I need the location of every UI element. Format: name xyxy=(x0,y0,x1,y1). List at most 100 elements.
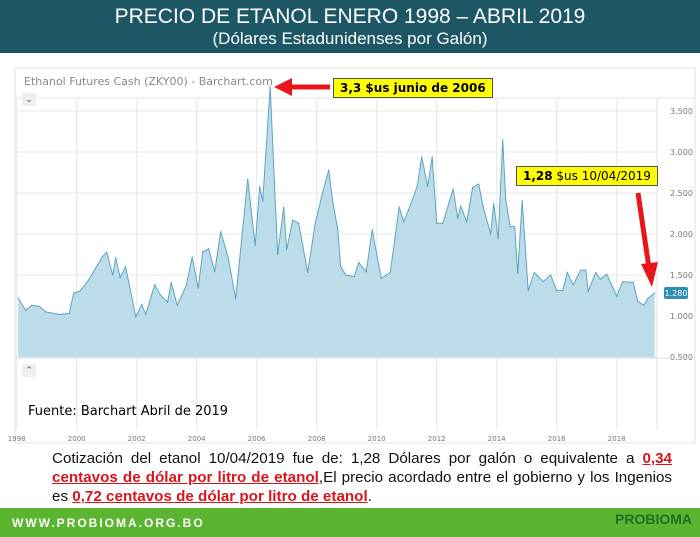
data-point xyxy=(167,301,169,303)
data-point xyxy=(254,244,256,247)
data-point xyxy=(616,295,618,297)
data-point xyxy=(79,290,81,292)
footer-url[interactable]: WWW.PROBIOMA.ORG.BO xyxy=(12,516,205,530)
data-point xyxy=(307,271,309,274)
data-point xyxy=(328,169,330,171)
data-point xyxy=(533,271,535,274)
price-area xyxy=(18,86,655,358)
description: Cotización del etanol 10/04/2019 fue de:… xyxy=(52,449,672,506)
x-tick-label: 2016 xyxy=(548,435,566,443)
data-point xyxy=(235,298,237,300)
data-point xyxy=(502,139,504,141)
y-tick-label: 3.000 xyxy=(670,148,693,157)
x-tick-label: 2014 xyxy=(488,435,506,443)
data-point xyxy=(599,278,601,280)
data-point xyxy=(478,183,480,185)
data-point xyxy=(517,272,519,274)
data-point xyxy=(606,273,608,275)
data-point xyxy=(452,188,454,190)
data-point xyxy=(202,251,204,253)
data-point xyxy=(527,289,529,292)
data-point xyxy=(353,276,355,278)
data-point xyxy=(106,251,108,253)
data-point xyxy=(595,271,597,274)
data-point xyxy=(145,313,147,315)
data-point xyxy=(466,221,468,223)
data-point xyxy=(389,271,391,274)
x-tick-label: 2012 xyxy=(428,435,446,443)
data-point xyxy=(457,217,459,220)
data-point xyxy=(493,203,495,205)
expand-chevron-icon[interactable]: ⌃ xyxy=(22,364,36,377)
data-point xyxy=(227,257,229,259)
data-point xyxy=(460,205,462,207)
data-point xyxy=(269,85,271,87)
data-point xyxy=(637,300,639,302)
x-tick-label: 2002 xyxy=(128,435,146,443)
data-point xyxy=(208,248,210,250)
data-point xyxy=(141,303,143,306)
y-tick-label: 2.500 xyxy=(670,189,693,198)
data-point xyxy=(632,281,634,283)
data-point xyxy=(298,222,300,224)
data-point xyxy=(135,316,137,318)
data-point xyxy=(431,156,433,158)
data-point xyxy=(647,297,649,299)
data-point xyxy=(550,274,552,276)
data-point xyxy=(191,256,193,258)
data-point xyxy=(622,280,624,283)
peak-callout: 3,3 $us junio de 2006 xyxy=(333,78,493,98)
data-point xyxy=(322,191,324,193)
current-callout: 1,28 $us 10/04/2019 xyxy=(516,166,658,186)
y-tick-label: 3.500 xyxy=(670,107,693,116)
data-point xyxy=(505,198,507,201)
data-point xyxy=(542,280,544,283)
desc-text-2: ,El precio acordado entre el gobierno y … xyxy=(52,469,672,505)
data-point xyxy=(358,262,360,264)
source-note: Fuente: Barchart Abril de 2019 xyxy=(28,404,229,419)
desc-text-3: . xyxy=(367,488,372,505)
y-tick-label: 1.000 xyxy=(670,312,693,321)
title-banner: PRECIO DE ETANOL ENERO 1998 – ABRIL 2019… xyxy=(0,0,700,53)
x-tick-label: 2010 xyxy=(368,435,386,443)
data-point xyxy=(332,199,334,201)
y-tick-label: 2.000 xyxy=(670,230,693,239)
data-point xyxy=(286,248,288,251)
data-point xyxy=(340,266,342,268)
data-point xyxy=(220,230,222,233)
data-point xyxy=(398,206,400,208)
data-point xyxy=(247,178,249,180)
data-point xyxy=(214,271,216,273)
data-point xyxy=(125,266,127,268)
current-arrow-head xyxy=(641,262,658,287)
data-point xyxy=(25,309,27,311)
data-point xyxy=(371,229,373,231)
data-point xyxy=(421,156,423,158)
data-point xyxy=(365,271,367,273)
chart-frame xyxy=(14,67,696,444)
data-point xyxy=(497,238,499,240)
data-point xyxy=(643,304,645,306)
data-point xyxy=(38,305,40,307)
data-point xyxy=(482,206,484,208)
data-point xyxy=(654,292,656,294)
data-point xyxy=(580,269,582,271)
data-point xyxy=(160,294,162,297)
current-arrow-shaft xyxy=(635,192,652,269)
collapse-chevron-icon[interactable]: ⌄ xyxy=(22,93,36,106)
chart-title: Ethanol Futures Cash (ZKY00) - Barchart.… xyxy=(24,75,273,88)
y-tick-label: 1.500 xyxy=(670,271,693,280)
probioma-logo: PROBIOMA xyxy=(615,511,692,527)
current-callout-text: $us 10/04/2019 xyxy=(552,169,651,183)
data-point xyxy=(88,279,90,281)
data-point xyxy=(409,206,411,208)
data-point xyxy=(45,311,47,313)
data-point xyxy=(68,312,70,315)
data-point xyxy=(185,285,187,287)
data-point xyxy=(115,257,117,259)
data-point xyxy=(17,297,19,299)
data-point xyxy=(442,222,444,224)
data-point xyxy=(587,290,589,292)
data-point xyxy=(509,226,511,228)
current-callout-value: 1,28 xyxy=(523,169,553,183)
